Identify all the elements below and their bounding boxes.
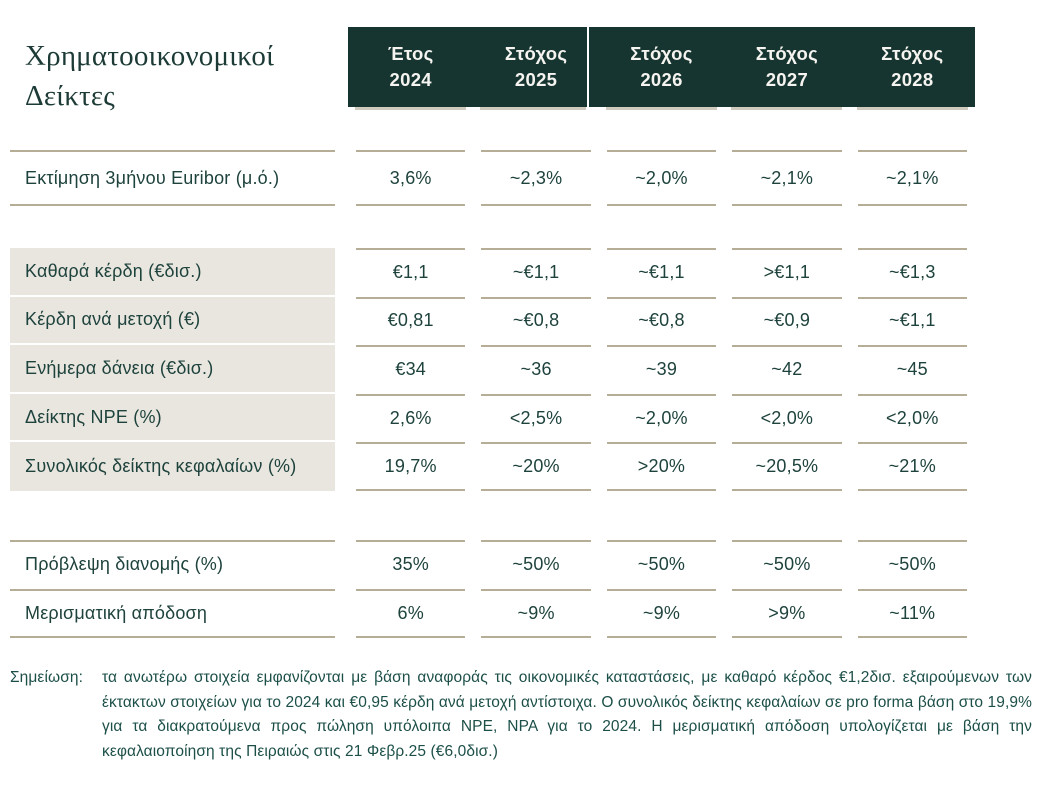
cell-value: ~50% xyxy=(724,540,849,589)
row-label: Εκτίμηση 3μήνου Euribor (μ.ό.) xyxy=(10,150,335,206)
page-title: Χρηματοοικονομικοί Δείκτες xyxy=(25,40,275,112)
row-label: Συνολικός δείκτης κεφαλαίων (%) xyxy=(10,442,335,491)
column-header-type: Στόχος xyxy=(504,43,568,64)
table-header: Έτος 2024 Στόχος 2025 Στόχος 2026 Στόχος… xyxy=(348,27,975,110)
cell-value: ~2,0% xyxy=(599,150,724,206)
table-group-main: Καθαρά κέρδη (€δισ.) €1,1 ~€1,1 ~€1,1 >€… xyxy=(10,248,975,491)
footnote-label: Σημείωση: xyxy=(10,669,83,686)
cell-value: ~20% xyxy=(473,442,598,491)
header-underline-segment xyxy=(480,107,586,110)
row-label: Κέρδη ανά μετοχή (€) xyxy=(10,296,335,346)
cell-value: ~€1,1 xyxy=(473,248,598,297)
cell-value: 19,7% xyxy=(348,442,473,491)
cell-value: ~50% xyxy=(599,540,724,589)
cell-value: ~50% xyxy=(850,540,975,589)
cell-value: ~9% xyxy=(599,589,724,638)
cell-value: ~21% xyxy=(850,442,975,491)
column-header-year: 2026 xyxy=(640,69,683,90)
cell-value: ~2,1% xyxy=(724,150,849,206)
footnote-text: τα ανωτέρω στοιχεία εμφανίζονται με βάση… xyxy=(102,669,1032,760)
cell-value: ~39 xyxy=(599,345,724,394)
cell-value: ~20,5% xyxy=(724,442,849,491)
column-header-year: 2027 xyxy=(765,69,809,90)
footnote: Σημείωση: τα ανωτέρω στοιχεία εμφανίζοντ… xyxy=(10,666,1032,764)
column-header-2028: Στόχος 2028 xyxy=(850,27,975,107)
cell-value: ~2,0% xyxy=(599,393,724,443)
cell-value: ~11% xyxy=(850,589,975,638)
cell-value: ~€1,1 xyxy=(599,248,724,297)
table-row: Ενήμερα δάνεια (€δισ.) €34 ~36 ~39 ~42 ~… xyxy=(10,345,975,394)
cell-value: 6% xyxy=(348,589,473,638)
cell-value: ~2,3% xyxy=(473,150,598,206)
cell-value: ~50% xyxy=(473,540,598,589)
cell-value: €0,81 xyxy=(348,296,473,346)
table-row: Συνολικός δείκτης κεφαλαίων (%) 19,7% ~2… xyxy=(10,442,975,491)
column-header-2024: Έτος 2024 xyxy=(348,27,473,107)
cell-value: €34 xyxy=(348,345,473,394)
cell-value: 3,6% xyxy=(348,150,473,206)
table-row: Μερισματική απόδοση 6% ~9% ~9% >9% ~11% xyxy=(10,589,975,638)
column-header-type: Στόχος xyxy=(755,43,819,64)
column-header-type: Στόχος xyxy=(881,43,944,64)
header-underline xyxy=(348,107,975,110)
cell-value: ~42 xyxy=(724,345,849,394)
cell-value: ~45 xyxy=(850,345,975,394)
table-row: Πρόβλεψη διανομής (%) 35% ~50% ~50% ~50%… xyxy=(10,540,975,589)
cell-value: ~9% xyxy=(473,589,598,638)
table-row: Κέρδη ανά μετοχή (€) €0,81 ~€0,8 ~€0,8 ~… xyxy=(10,296,975,346)
cell-value: <2,0% xyxy=(724,393,849,443)
cell-value: >€1,1 xyxy=(724,248,849,297)
column-header-type: Έτος xyxy=(387,43,434,64)
row-label: Ενήμερα δάνεια (€δισ.) xyxy=(10,345,335,394)
column-header-year: 2028 xyxy=(891,69,934,90)
cell-value: ~€0,9 xyxy=(724,296,849,346)
column-header-year: 2025 xyxy=(514,69,558,90)
cell-value: >20% xyxy=(599,442,724,491)
row-label: Μερισματική απόδοση xyxy=(10,589,335,638)
cell-value: >9% xyxy=(724,589,849,638)
header-underline-segment xyxy=(355,107,466,110)
cell-value: 2,6% xyxy=(348,393,473,443)
table-group-euribor: Εκτίμηση 3μήνου Euribor (μ.ό.) 3,6% ~2,3… xyxy=(10,150,975,206)
header-underline-segment xyxy=(731,107,842,110)
column-header-type: Στόχος xyxy=(630,43,693,64)
header-underline-segment xyxy=(857,107,968,110)
cell-value: ~€0,8 xyxy=(473,296,598,346)
column-header-2025: Στόχος 2025 xyxy=(473,27,598,107)
cell-value: ~€1,1 xyxy=(850,296,975,346)
table-row: Εκτίμηση 3μήνου Euribor (μ.ό.) 3,6% ~2,3… xyxy=(10,150,975,206)
cell-value: <2,0% xyxy=(850,393,975,443)
cell-value: <2,5% xyxy=(473,393,598,443)
table-row: Καθαρά κέρδη (€δισ.) €1,1 ~€1,1 ~€1,1 >€… xyxy=(10,248,975,297)
row-label: Καθαρά κέρδη (€δισ.) xyxy=(10,248,335,297)
cell-value: €1,1 xyxy=(348,248,473,297)
cell-value: ~36 xyxy=(473,345,598,394)
column-header-2027: Στόχος 2027 xyxy=(724,27,849,107)
row-label: Δείκτης NPE (%) xyxy=(10,393,335,443)
cell-value: ~€1,3 xyxy=(850,248,975,297)
cell-value: 35% xyxy=(348,540,473,589)
cell-value: ~2,1% xyxy=(850,150,975,206)
cell-value: ~€0,8 xyxy=(599,296,724,346)
column-header-2026: Στόχος 2026 xyxy=(599,27,724,107)
table-row: Δείκτης NPE (%) 2,6% <2,5% ~2,0% <2,0% <… xyxy=(10,393,975,443)
row-label: Πρόβλεψη διανομής (%) xyxy=(10,540,335,589)
column-header-year: 2024 xyxy=(389,69,432,90)
header-divider xyxy=(587,27,589,110)
header-underline-segment xyxy=(606,107,717,110)
table-group-distribution: Πρόβλεψη διανομής (%) 35% ~50% ~50% ~50%… xyxy=(10,540,975,638)
